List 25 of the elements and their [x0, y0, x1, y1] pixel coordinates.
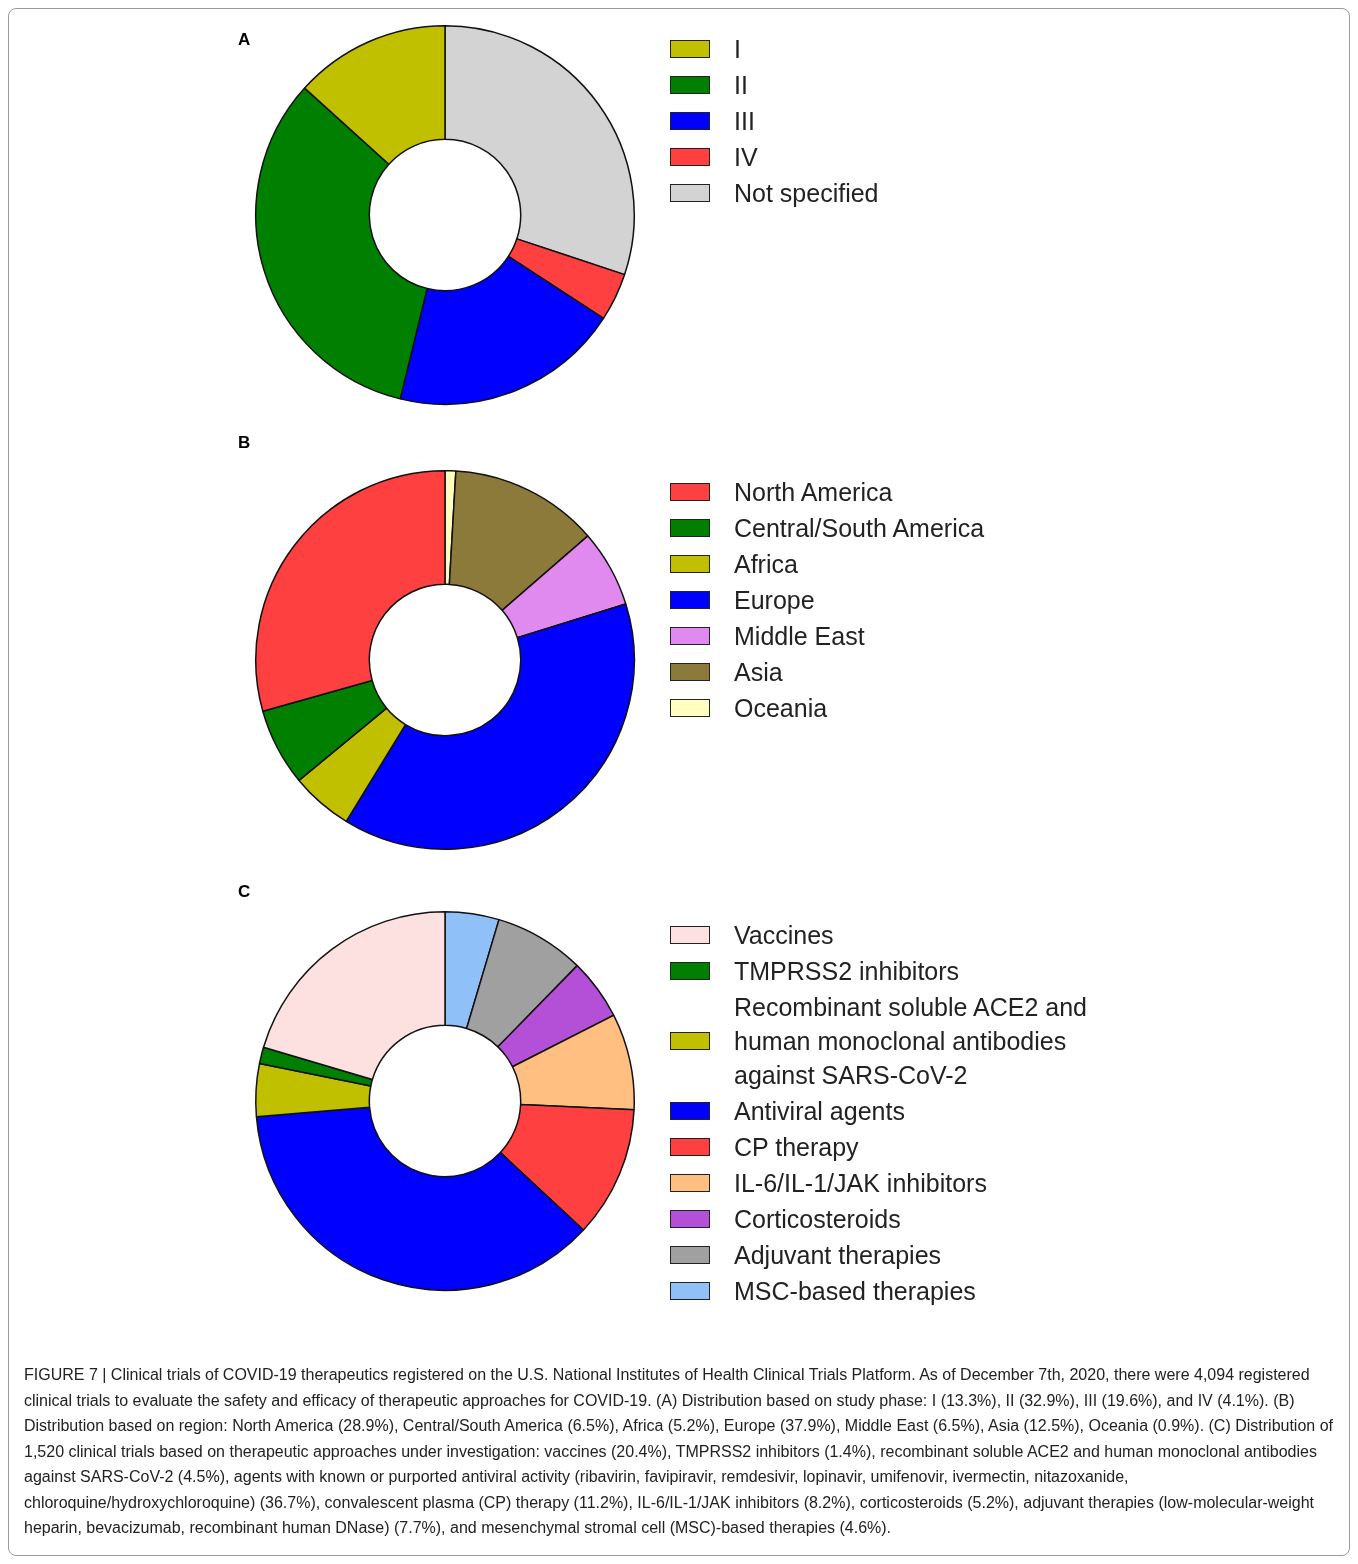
caption: FIGURE 7 | Clinical trials of COVID-19 therapeutics registered on the U.S. National Institutes of Health Clinical Trials Platform. As of December 7th, 2020, there were 4,094 registered clinical trials to evaluate the safety and efficacy of therapeutic approaches for COVID-19. (A) Distribution based on study phase: I (13.3%), II (32.9%), III (19.6%), and IV (4.1%). (B) Distribution based on region: North America (28.9%), Central/South America (6.5%), Africa (5.2%), Europe (37.9%), Middle East (6.5%), Asia (12.5%), Oceania (0.9%). (C) Distribution of 1,520 clinical trials based on therapeutic approaches under investigation: vaccines (20.4%), TMPRSS2 inhibitors (1.4%), recombinant soluble ACE2 and human monoclonal antibodies against SARS-CoV-2 (4.5%), agents with known or purported antiviral activity (ribavirin, favipiravir, remdesivir, lopinavir, umifenovir, ivermectin, nitazoxanide, chloroquine/hydroxychloroquine) (36.7%), convalescent plasma (CP) therapy (11.2%), IL-6/IL-1/JAK inhibitors (8.2%), corticosteroids (5.2%), adjuvant therapies (low-molecular-weight heparin, bevacizumab, recombinant human DNase) (7.7%), and mesenchymal stromal cell (MSC)-based therapies (4.6%). [24, 1365, 1334, 1538]
legend-label: Asia [734, 657, 783, 688]
legend-label: Adjuvant therapies [734, 1240, 942, 1271]
legend-label: Corticosteroids [734, 1204, 901, 1235]
chart-title: C [238, 882, 251, 902]
legend-label: Vaccines [734, 920, 834, 951]
legend-label: TMPRSS2 inhibitors [734, 956, 960, 987]
chart-title: B [238, 433, 251, 453]
legend-label: Africa [734, 549, 798, 580]
legend-label: Oceania [734, 693, 828, 724]
legend-label: Not specified [734, 178, 879, 209]
legend-label: III [734, 106, 755, 137]
legend-label: Europe [734, 585, 815, 616]
legend-label: II [734, 70, 748, 101]
legend-label: I [734, 34, 741, 65]
legend-label: Central/South America [734, 513, 985, 544]
legend-label: Antiviral agents [734, 1096, 905, 1127]
legend-label: CP therapy [734, 1132, 859, 1163]
chart-title: A [238, 30, 251, 50]
legend-label: North America [734, 477, 893, 508]
legend-label: Middle East [734, 621, 865, 652]
legend-label: MSC-based therapies [734, 1276, 976, 1307]
legend-label: Recombinant soluble ACE2 and human monoclonal antibodies against SARS-CoV-2 [734, 992, 1088, 1091]
legend-label: IV [734, 142, 758, 173]
legend-label: IL-6/IL-1/JAK inhibitors [734, 1168, 987, 1199]
